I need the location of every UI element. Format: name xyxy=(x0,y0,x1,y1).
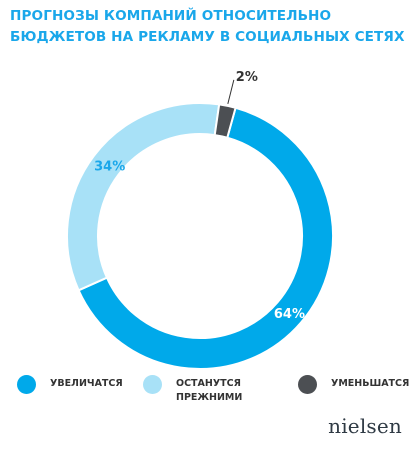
legend-label-decrease: УМЕНЬШАТСЯ xyxy=(331,378,410,389)
legend-swatch-decrease xyxy=(298,375,317,394)
slice-1 xyxy=(66,102,221,292)
slice-0 xyxy=(77,106,334,370)
chart-title: ПРОГНОЗЫ КОМПАНИЙ ОТНОСИТЕЛЬНО БЮДЖЕТОВ … xyxy=(10,8,405,45)
legend-item-decrease: УМЕНЬШАТСЯ xyxy=(298,375,409,394)
slice-label-1: 34% xyxy=(94,159,125,174)
legend-label-same: ОСТАНУТСЯ ПРЕЖНИМИ xyxy=(176,378,243,403)
legend-item-same: ОСТАНУТСЯ ПРЕЖНИМИ xyxy=(143,375,256,405)
slice-leader-line-2 xyxy=(227,79,235,105)
slice-label-0: 64% xyxy=(274,307,305,322)
donut-chart: 64% 34% 2% xyxy=(66,70,334,370)
legend-label-increase: УВЕЛИЧАТСЯ xyxy=(50,378,123,389)
slice-2 xyxy=(213,103,237,139)
nielsen-logo: nielsen xyxy=(328,414,402,438)
legend-swatch-same xyxy=(143,375,162,394)
legend-swatch-increase xyxy=(17,375,36,394)
legend-item-increase: УВЕЛИЧАТСЯ xyxy=(17,375,123,394)
slice-label-2: 2% xyxy=(236,70,258,85)
